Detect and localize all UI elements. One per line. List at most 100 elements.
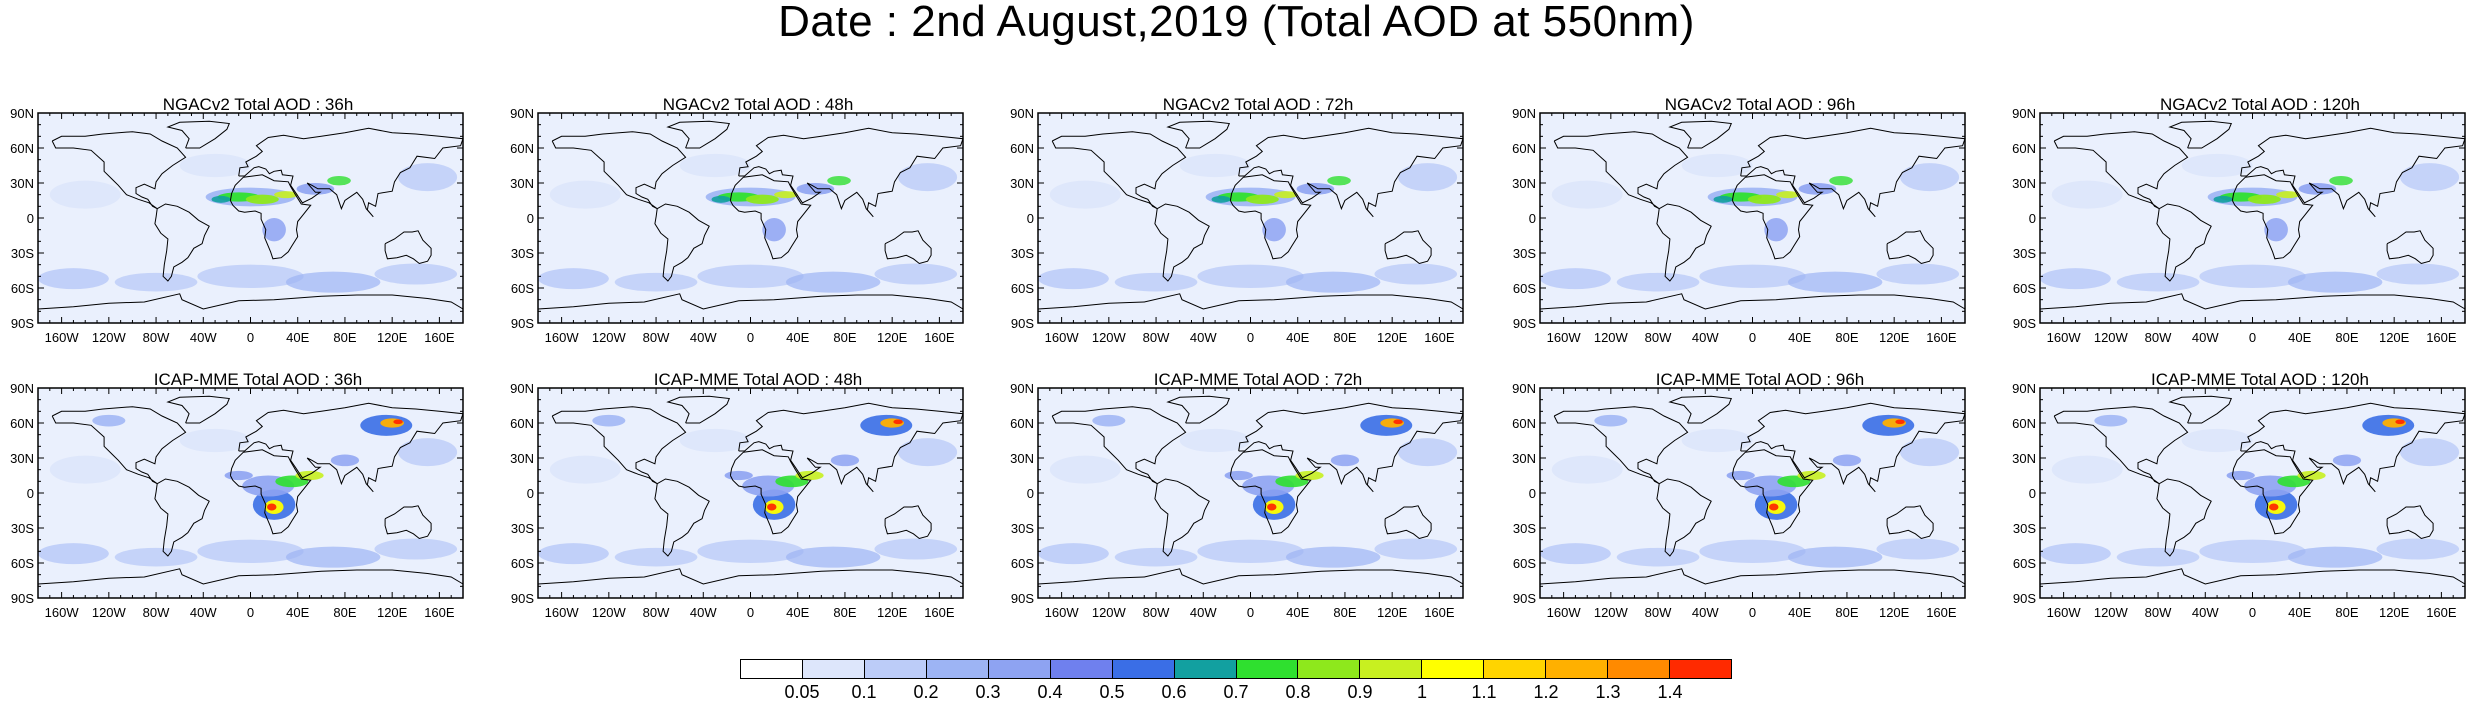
lon-label: 40W (689, 330, 717, 345)
aod-field (724, 470, 753, 481)
lon-label: 40E (286, 330, 310, 345)
aod-field (2395, 419, 2405, 425)
lat-label: 0 (1528, 486, 1536, 501)
lon-label: 40E (2288, 330, 2312, 345)
lon-label: 80W (1644, 605, 1672, 620)
aod-field (2298, 183, 2337, 195)
coastline (666, 395, 731, 424)
lon-label: 0 (1246, 330, 1255, 345)
aod-field (1713, 195, 1733, 203)
aod-field (2332, 454, 2362, 467)
aod-field (1764, 218, 1788, 242)
coastline (229, 174, 312, 260)
lon-label: 0 (2248, 605, 2257, 620)
coastline (1731, 449, 1814, 535)
map-background (1038, 113, 1463, 323)
aod-field (697, 264, 804, 288)
coastline (384, 230, 432, 265)
aod-field (893, 419, 903, 425)
colorbar-label: 0.8 (1285, 682, 1311, 702)
coastline (1154, 203, 1210, 282)
aod-field (49, 180, 121, 209)
lon-label: 80E (1333, 605, 1357, 620)
colorbar-swatch (1670, 660, 1731, 678)
coastline (1553, 406, 1689, 485)
map-panel: NGACv2 Total AOD : 36h 90N 60N 30N 0 30S 60S 90… (10, 95, 478, 377)
lon-label: 120W (91, 605, 126, 620)
lon-label: 40W (189, 605, 217, 620)
colorbar-label: 0.5 (1099, 682, 1125, 702)
colorbar (740, 659, 1732, 679)
aod-field (274, 191, 298, 199)
lat-label: 30N (10, 451, 34, 466)
lat-label: 60S (2012, 556, 2036, 571)
coastline (51, 131, 187, 210)
aod-field (38, 268, 109, 290)
lon-label: 120E (876, 605, 908, 620)
aod-field (679, 428, 751, 453)
map-background (38, 113, 463, 323)
aod-field (49, 455, 121, 484)
coastline (1731, 174, 1814, 260)
aod-field (1049, 180, 1121, 209)
aod-field (1787, 546, 1883, 568)
lat-label: 60N (1010, 416, 1034, 431)
lat-label: 30S (510, 521, 534, 536)
panel-title: ICAP-MME Total AOD : 120h (2151, 370, 2369, 389)
coastline (1886, 505, 1934, 540)
lat-label: 30N (1010, 451, 1034, 466)
lat-label: 0 (26, 486, 34, 501)
lat-label: 90N (10, 106, 34, 121)
map-background (2040, 113, 2465, 323)
aod-field (2376, 263, 2460, 285)
lat-label: 0 (1026, 211, 1034, 226)
lon-label: 40E (786, 605, 810, 620)
aod-field (1876, 263, 1960, 285)
aod-field (1551, 455, 1623, 484)
aod-field (1594, 414, 1628, 427)
lon-label: 120W (2093, 330, 2128, 345)
lat-label: 90S (1010, 316, 1034, 331)
colorbar-swatch (1608, 660, 1671, 678)
colorbar-swatch (1422, 660, 1485, 678)
aod-field (374, 538, 458, 560)
aod-field (1038, 268, 1109, 290)
aod-field (114, 272, 198, 292)
lon-label: 80W (142, 330, 170, 345)
lon-label: 160E (2426, 605, 2457, 620)
lat-label: 90N (10, 381, 34, 396)
coastline (154, 478, 210, 557)
lat-label: 60S (10, 281, 34, 296)
lon-label: 80W (1142, 330, 1170, 345)
aod-field (1327, 176, 1351, 186)
aod-field (2269, 503, 2279, 511)
lon-label: 120W (2093, 605, 2128, 620)
aod-field (1551, 180, 1623, 209)
aod-field (827, 176, 851, 186)
lon-label: 40E (1788, 605, 1812, 620)
lat-label: 30N (1512, 176, 1536, 191)
colorbar-label: 1.4 (1657, 682, 1683, 702)
aod-field (898, 438, 958, 467)
aod-field (1747, 194, 1781, 204)
lat-label: 90N (2012, 381, 2036, 396)
aod-field (1787, 271, 1883, 293)
coastline (1886, 230, 1934, 265)
coastline (51, 406, 187, 485)
lat-label: 90N (1512, 106, 1536, 121)
aod-field (398, 438, 458, 467)
aod-field (1540, 543, 1611, 565)
aod-field (767, 503, 777, 511)
lon-label: 40W (189, 330, 217, 345)
coastline (884, 230, 932, 265)
lon-label: 160E (924, 605, 955, 620)
lon-label: 80E (1835, 605, 1859, 620)
lat-label: 60S (10, 556, 34, 571)
lon-label: 120W (1091, 605, 1126, 620)
coastline (1037, 568, 1464, 585)
lon-label: 80W (1142, 605, 1170, 620)
colorbar-swatch (1236, 660, 1299, 678)
aod-field (114, 547, 198, 567)
lon-label: 40E (1286, 605, 1310, 620)
aod-field (1616, 272, 1700, 292)
